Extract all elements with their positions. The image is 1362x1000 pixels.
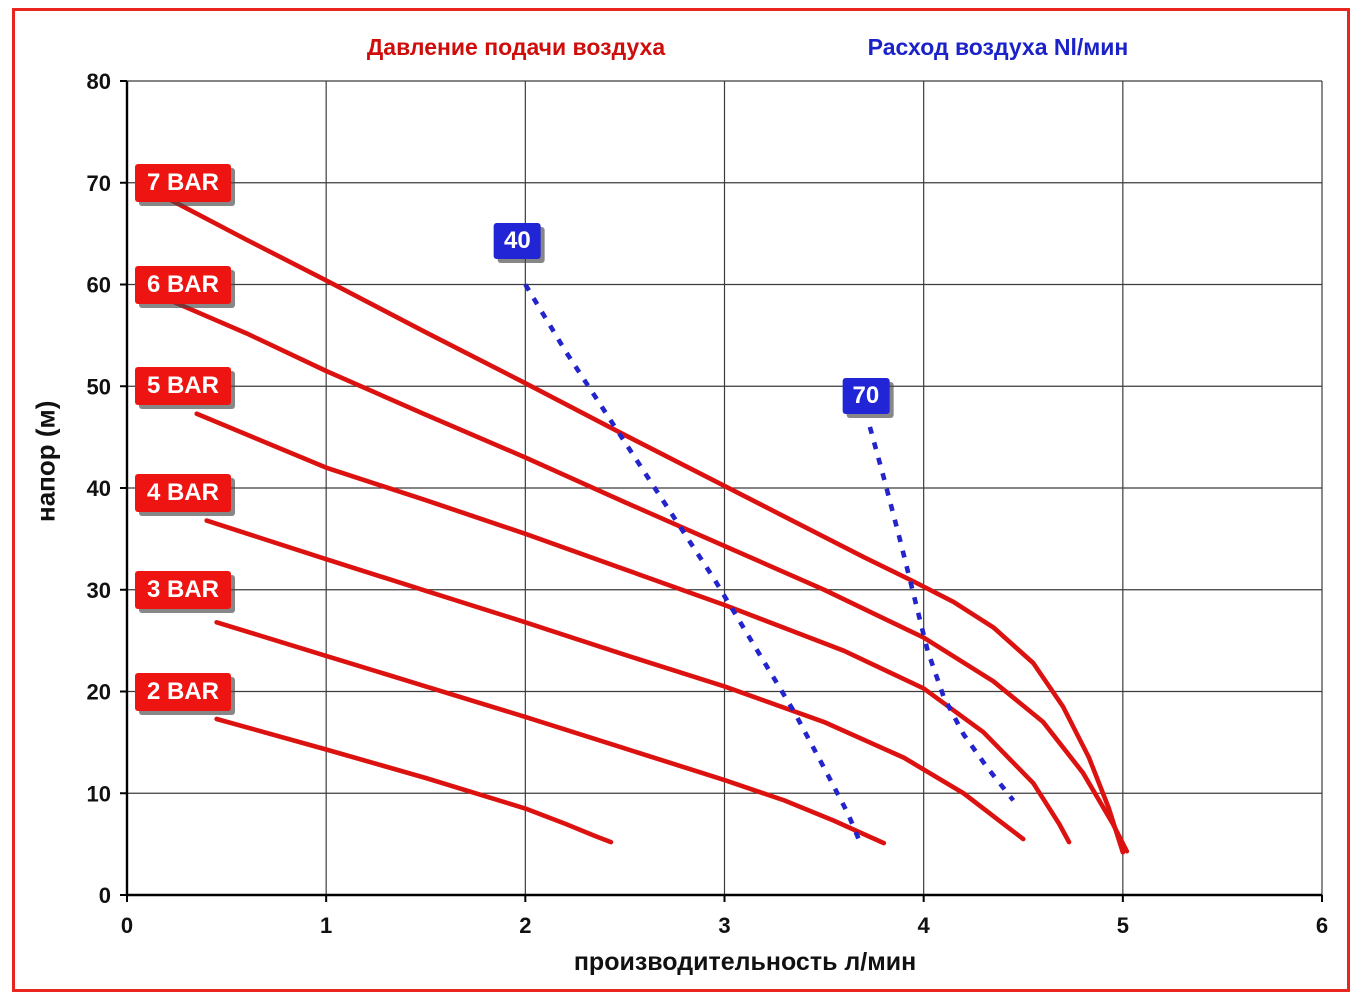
y-tick-label: 10 [87,781,111,806]
x-tick-label: 6 [1316,913,1328,938]
y-tick-label: 60 [87,273,111,298]
flow-curve-70 [867,426,1016,802]
pressure-curve-2-bar [214,716,614,845]
x-tick-label: 5 [1117,913,1129,938]
pressure-badge-2-bar: 2 BAR [134,672,231,711]
pressure-badge-6-bar: 6 BAR [134,265,231,304]
pressure-curve-5-bar [194,411,1072,845]
pressure-curve-4-bar [204,518,1026,842]
y-tick-label: 50 [87,374,111,399]
pressure-badge-3-bar: 3 BAR [134,570,231,609]
x-tick-label: 2 [519,913,531,938]
pressure-badge-4-bar: 4 BAR [134,474,231,513]
x-tick-label: 4 [918,913,931,938]
flow-curve-40 [523,283,863,843]
pressure-curve-3-bar [214,620,887,846]
y-tick-label: 80 [87,69,111,94]
y-tick-label: 0 [99,883,111,908]
y-tick-label: 20 [87,680,111,705]
chart-title-air-pressure: Давление подачи воздуха [366,34,666,60]
y-tick-label: 40 [87,476,111,501]
flow-badge-70: 70 [842,378,890,415]
pressure-curve-7-bar [168,197,1126,855]
y-axis-title: напор (м) [30,400,61,522]
y-tick-label: 70 [87,171,111,196]
pressure-badge-7-bar: 7 BAR [134,163,231,202]
x-tick-label: 0 [121,913,133,938]
chart-title-air-flow: Расход воздуха Nl/мин [867,34,1129,60]
pressure-curve-6-bar [154,292,1130,854]
flow-badge-40: 40 [494,222,541,259]
y-tick-label: 30 [87,578,111,603]
x-axis-title: производительность л/мин [573,948,917,976]
x-tick-label: 1 [320,913,332,938]
x-tick-label: 3 [718,913,730,938]
pressure-badge-5-bar: 5 BAR [134,367,231,406]
